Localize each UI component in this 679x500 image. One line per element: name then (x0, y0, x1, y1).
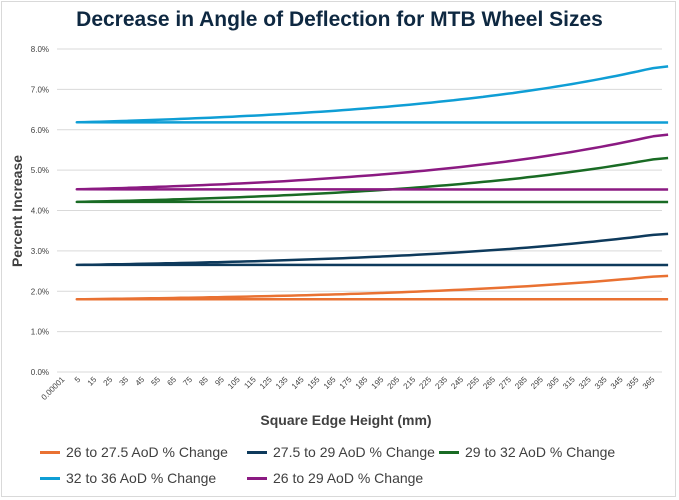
legend-row-1: 26 to 27.5 AoD % Change 27.5 to 29 AoD %… (40, 444, 617, 460)
x-tick-label: 235 (433, 375, 449, 391)
y-axis-label: Percent Increase (9, 155, 25, 267)
x-tick-label: 145 (290, 375, 306, 391)
x-tick-label: 315 (561, 375, 577, 391)
series-lines (75, 65, 669, 301)
x-tick-label: 275 (497, 375, 513, 391)
series-line (75, 65, 669, 124)
x-tick-label: 185 (354, 375, 370, 391)
legend-label: 26 to 29 AoD % Change (273, 470, 424, 486)
y-tick-label: 3.0% (31, 247, 49, 256)
x-tick-label: 155 (306, 375, 322, 391)
series-line (75, 133, 669, 191)
x-tick-label: 75 (181, 375, 194, 388)
x-tick-label: 0.00001 (40, 375, 67, 402)
x-tick-label: 365 (641, 375, 657, 391)
x-tick-label: 355 (625, 375, 641, 391)
legend-label: 27.5 to 29 AoD % Change (273, 444, 435, 460)
x-tick-label: 95 (213, 375, 226, 388)
series-line (75, 156, 669, 204)
x-tick-label: 215 (402, 375, 418, 391)
y-tick-label: 4.0% (31, 207, 49, 216)
legend-item: 32 to 36 AoD % Change (40, 470, 245, 486)
x-tick-label: 345 (609, 375, 625, 391)
legend-swatch (40, 450, 60, 454)
x-tick-label: 135 (274, 375, 290, 391)
x-tick-label: 65 (165, 375, 178, 388)
x-tick-label: 85 (197, 375, 210, 388)
y-tick-label: 1.0% (31, 328, 49, 337)
legend-item: 29 to 32 AoD % Change (439, 444, 615, 460)
x-tick-label: 105 (226, 375, 242, 391)
x-tick-label: 55 (149, 375, 162, 388)
series-line (75, 232, 669, 267)
x-tick-label: 165 (322, 375, 338, 391)
x-tick-label: 115 (242, 375, 258, 391)
legend-item: 26 to 27.5 AoD % Change (40, 444, 245, 460)
x-tick-label: 45 (134, 375, 147, 388)
legend-row-2: 32 to 36 AoD % Change 26 to 29 AoD % Cha… (40, 470, 425, 486)
x-tick-label: 245 (449, 375, 465, 391)
x-tick-label: 35 (118, 375, 131, 388)
x-tick-label: 305 (545, 375, 561, 391)
x-tick-label: 325 (577, 375, 593, 391)
x-tick-label: 15 (86, 375, 99, 388)
series-line (75, 274, 669, 301)
x-tick-label: 175 (338, 375, 354, 391)
x-tick-label: 295 (529, 375, 545, 391)
x-tick-label: 125 (258, 375, 274, 391)
gridlines (57, 48, 662, 373)
chart-title: Decrease in Angle of Deflection for MTB … (76, 8, 603, 31)
y-tick-label: 2.0% (31, 287, 49, 296)
y-tick-label: 6.0% (31, 126, 49, 135)
y-tick-label: 8.0% (31, 45, 49, 54)
legend-item: 27.5 to 29 AoD % Change (247, 444, 437, 460)
y-tick-label: 7.0% (31, 85, 49, 94)
x-tick-label: 265 (481, 375, 497, 391)
legend-swatch (247, 450, 267, 454)
legend-swatch (439, 450, 459, 454)
x-tick-label: 205 (386, 375, 402, 391)
x-tick-label: 5 (73, 375, 83, 385)
y-tick-labels: 0.0% 1.0% 2.0% 3.0% 4.0% 5.0% 6.0% 7.0% 8.0% (31, 45, 49, 377)
legend-label: 26 to 27.5 AoD % Change (66, 444, 228, 460)
x-tick-label: 255 (465, 375, 481, 391)
x-tick-label: 25 (102, 375, 115, 388)
legend-swatch (247, 476, 267, 480)
y-tick-label: 5.0% (31, 166, 49, 175)
y-tick-label: 0.0% (31, 368, 49, 377)
legend-item: 26 to 29 AoD % Change (247, 470, 423, 486)
x-axis-label: Square Edge Height (mm) (260, 412, 431, 428)
legend-swatch (40, 476, 60, 480)
x-tick-label: 285 (513, 375, 529, 391)
x-tick-label: 195 (370, 375, 386, 391)
x-tick-labels: 0.00001 5 15 25 35 45 55 65 75 85 95 105 115 125 135 14… (40, 375, 657, 402)
legend-label: 32 to 36 AoD % Change (66, 470, 217, 486)
legend-label: 29 to 32 AoD % Change (465, 444, 616, 460)
x-tick-label: 335 (593, 375, 609, 391)
x-tick-label: 225 (417, 375, 433, 391)
